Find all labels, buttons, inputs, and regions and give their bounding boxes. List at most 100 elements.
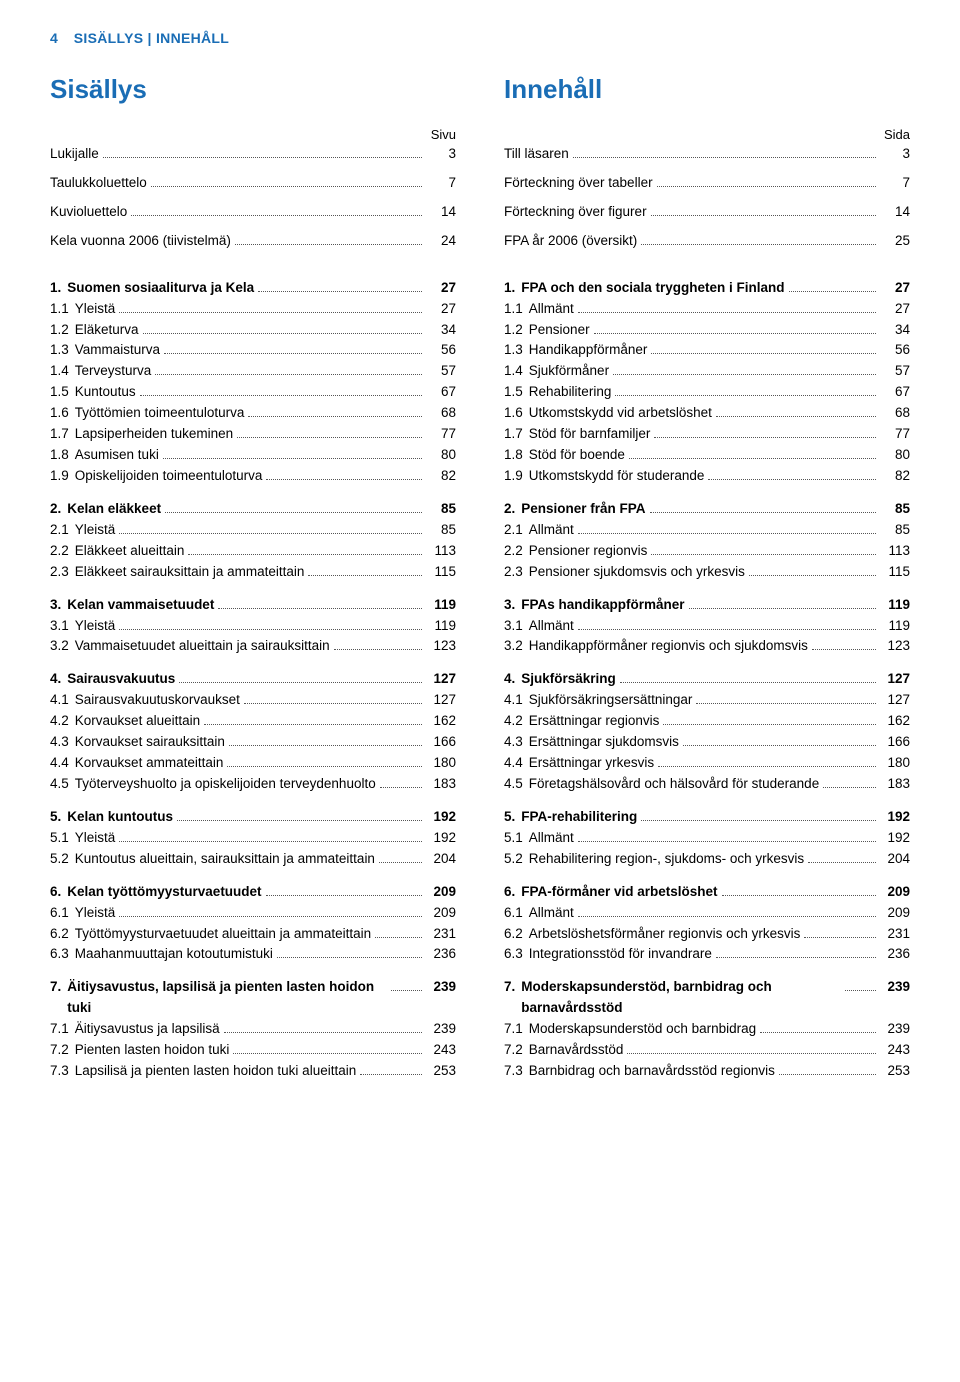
toc-row: 5.FPA-rehabilitering192: [504, 807, 910, 828]
toc-row: 4.4Korvaukset ammateittain180: [50, 753, 456, 774]
toc-row: 4.5Työterveyshuolto ja opiskelijoiden te…: [50, 774, 456, 795]
left-top-block: Lukijalle3Taulukkoluettelo7Kuvioluettelo…: [50, 144, 456, 252]
toc-leader: [823, 787, 876, 788]
toc-number: 7.1: [504, 1019, 523, 1040]
toc-leader: [689, 608, 876, 609]
toc-number: 2.3: [504, 562, 523, 583]
toc-leader: [218, 608, 422, 609]
toc-number: 4.4: [50, 753, 69, 774]
toc-leader: [179, 682, 422, 683]
toc-page: 243: [426, 1040, 456, 1061]
toc-number: 1.: [504, 278, 515, 299]
toc-row: 7.2Barnavårdsstöd243: [504, 1040, 910, 1061]
toc-page: 3: [426, 144, 456, 165]
toc-number: 2.1: [504, 520, 523, 541]
toc-page: 57: [426, 361, 456, 382]
toc-leader: [620, 682, 876, 683]
toc-label: Vammaisturva: [75, 340, 160, 361]
toc-section: 2.Kelan eläkkeet852.1Yleistä852.2Eläkkee…: [50, 499, 456, 583]
two-column-layout: Sisällys Sivu Lukijalle3Taulukkoluettelo…: [50, 74, 910, 1094]
toc-number: 5.: [504, 807, 515, 828]
toc-page: 3: [880, 144, 910, 165]
toc-row: 1.5Rehabilitering67: [504, 382, 910, 403]
toc-section: 5.FPA-rehabilitering1925.1Allmänt1925.2R…: [504, 807, 910, 870]
toc-page: 115: [426, 562, 456, 583]
toc-label: Integrationsstöd för invandrare: [529, 944, 712, 965]
toc-page: 27: [426, 299, 456, 320]
right-column: Innehåll Sida Till läsaren3Förteckning ö…: [504, 74, 910, 1094]
toc-label: Kelan kuntoutus: [67, 807, 173, 828]
left-title: Sisällys: [50, 74, 456, 105]
toc-label: Opiskelijoiden toimeentuloturva: [75, 466, 263, 487]
toc-number: 6.: [50, 882, 61, 903]
toc-leader: [578, 916, 876, 917]
toc-row: 1.6Utkomstskydd vid arbetslöshet68: [504, 403, 910, 424]
toc-row: FPA år 2006 (översikt)25: [504, 231, 910, 252]
toc-label: FPA-rehabilitering: [521, 807, 637, 828]
toc-page: 57: [880, 361, 910, 382]
toc-number: 2.3: [50, 562, 69, 583]
toc-page: 192: [880, 828, 910, 849]
toc-page: 115: [880, 562, 910, 583]
toc-row: 2.1Yleistä85: [50, 520, 456, 541]
toc-row: 7.3Barnbidrag och barnavårdsstöd regionv…: [504, 1061, 910, 1082]
toc-number: 4.1: [504, 690, 523, 711]
toc-row: 1.8Stöd för boende80: [504, 445, 910, 466]
toc-number: 6.1: [504, 903, 523, 924]
toc-page: 68: [880, 403, 910, 424]
toc-row: 6.FPA-förmåner vid arbetslöshet209: [504, 882, 910, 903]
toc-row: 1.2Eläketurva34: [50, 320, 456, 341]
toc-number: 1.7: [504, 424, 523, 445]
toc-label: Työterveyshuolto ja opiskelijoiden terve…: [75, 774, 376, 795]
toc-row: 7.1Äitiysavustus ja lapsilisä239: [50, 1019, 456, 1040]
toc-leader: [379, 862, 422, 863]
toc-row: 7.Moderskapsunderstöd, barnbidrag och ba…: [504, 977, 910, 1019]
toc-label: Lukijalle: [50, 144, 99, 165]
toc-leader: [641, 820, 876, 821]
toc-page: 56: [880, 340, 910, 361]
toc-label: Allmänt: [529, 616, 574, 637]
toc-row: 3.1Yleistä119: [50, 616, 456, 637]
toc-leader: [266, 895, 422, 896]
toc-leader: [716, 416, 876, 417]
toc-page: 127: [426, 669, 456, 690]
toc-leader: [229, 745, 422, 746]
toc-page: 204: [426, 849, 456, 870]
toc-label: Eläketurva: [75, 320, 139, 341]
toc-row: 3.2Vammaisetuudet alueittain ja sairauks…: [50, 636, 456, 657]
toc-label: Maahanmuuttajan kotoutumistuki: [75, 944, 273, 965]
toc-row: 6.2Työttömyysturvaetuudet alueittain ja …: [50, 924, 456, 945]
toc-page: 85: [880, 520, 910, 541]
toc-label: Pensioner regionvis: [529, 541, 648, 562]
toc-row: 4.4Ersättningar yrkesvis180: [504, 753, 910, 774]
toc-page: 183: [426, 774, 456, 795]
toc-row: 7.2Pienten lasten hoidon tuki243: [50, 1040, 456, 1061]
toc-leader: [651, 215, 876, 216]
toc-label: Korvaukset sairauksittain: [75, 732, 225, 753]
toc-number: 7.2: [50, 1040, 69, 1061]
toc-number: 5.2: [504, 849, 523, 870]
header-label: SISÄLLYS | INNEHÅLL: [74, 30, 229, 46]
toc-label: Korvaukset ammateittain: [75, 753, 224, 774]
toc-number: 1.4: [504, 361, 523, 382]
toc-label: Äitiysavustus, lapsilisä ja pienten last…: [67, 977, 387, 1019]
toc-leader: [657, 186, 876, 187]
toc-leader: [380, 787, 422, 788]
toc-label: Yleistä: [75, 520, 116, 541]
toc-row: 1.4Sjukförmåner57: [504, 361, 910, 382]
toc-leader: [119, 916, 422, 917]
toc-section: 7.Moderskapsunderstöd, barnbidrag och ba…: [504, 977, 910, 1082]
toc-page: 162: [880, 711, 910, 732]
toc-row: 1.4Terveysturva57: [50, 361, 456, 382]
toc-row: 1.FPA och den sociala tryggheten i Finla…: [504, 278, 910, 299]
toc-row: 6.3Integrationsstöd för invandrare236: [504, 944, 910, 965]
toc-page: 14: [426, 202, 456, 223]
toc-row: 1.8Asumisen tuki80: [50, 445, 456, 466]
toc-page: 162: [426, 711, 456, 732]
toc-number: 4.4: [504, 753, 523, 774]
toc-leader: [683, 745, 876, 746]
toc-label: Sjukförsäkring: [521, 669, 616, 690]
toc-number: 1.6: [504, 403, 523, 424]
toc-label: Kuvioluettelo: [50, 202, 127, 223]
toc-label: Vammaisetuudet alueittain ja sairauksitt…: [75, 636, 330, 657]
